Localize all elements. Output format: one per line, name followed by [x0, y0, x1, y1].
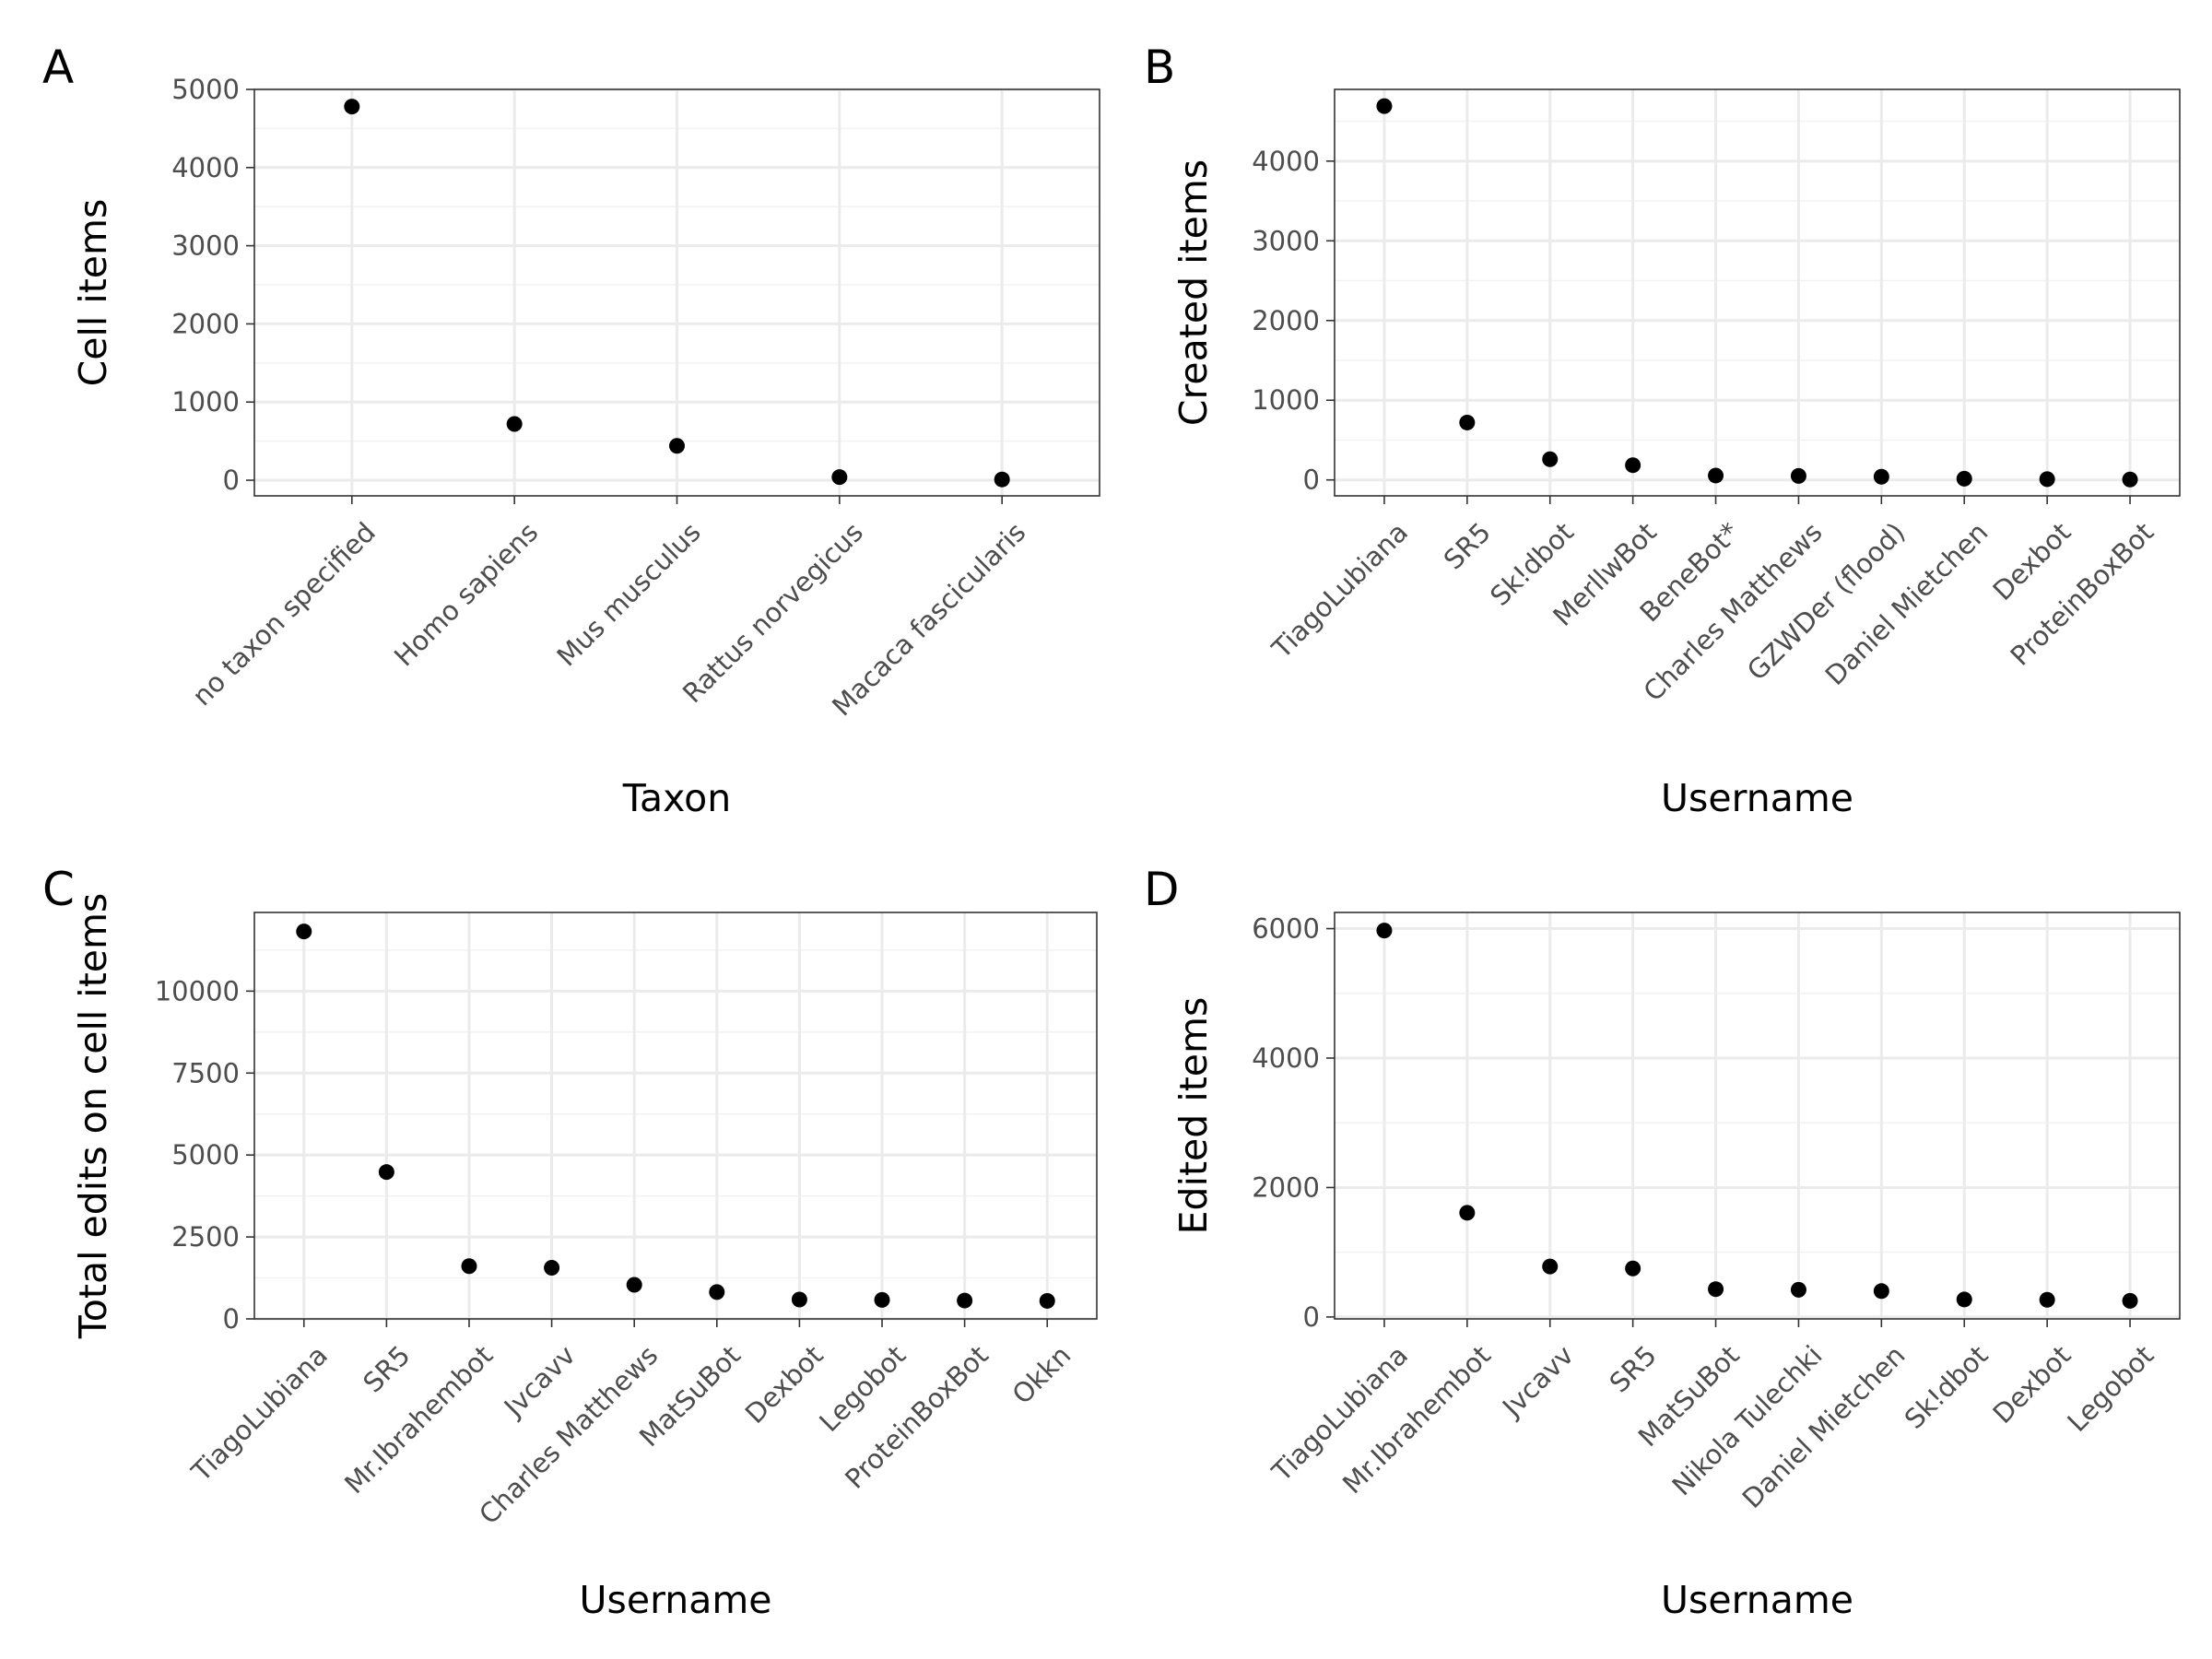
panel-c-x-tick-label: ProteinBoxBot — [839, 1339, 994, 1495]
panel-b-y-tick-label: 2000 — [1252, 305, 1320, 336]
panel-d-x-axis-title: Username — [1661, 1578, 1853, 1622]
panel-d-y-tick-label: 0 — [1303, 1301, 1320, 1333]
panel-d-x-tick-label: Nikola Tulechki — [1666, 1339, 1829, 1501]
panel-c-point — [1039, 1292, 1055, 1309]
panel-d-frame — [1334, 912, 2181, 1320]
panel-d-y-tick-label: 6000 — [1252, 913, 1320, 945]
panel-a-x-tick-label: Homo sapiens — [388, 516, 544, 672]
panel-b-point — [1790, 467, 1806, 484]
panel-c-point — [461, 1258, 477, 1275]
panel-d-point — [1873, 1283, 1889, 1300]
panel-d-point — [1376, 923, 1393, 939]
panel-d-y-axis-title: Edited items — [1171, 997, 1216, 1235]
panel-d-point — [1956, 1291, 1972, 1308]
panel-c-y-tick-label: 2500 — [171, 1221, 240, 1253]
panel-a-y-tick-label: 5000 — [171, 74, 240, 105]
panel-d-y-tick-label: 4000 — [1252, 1042, 1320, 1074]
panel-b-tag: B — [1144, 41, 1175, 94]
panel-a-point — [831, 469, 848, 486]
panel-a-tag: A — [42, 41, 74, 94]
panel-a-x-tick-label: no taxon specified — [186, 516, 382, 712]
panel-b-point — [1376, 98, 1393, 114]
panel-b-point — [1956, 470, 1972, 487]
panel-d-point — [1708, 1281, 1724, 1298]
panel-d-tag: D — [1144, 863, 1180, 916]
panel-a-y-tick-label: 0 — [223, 465, 240, 496]
panel-a-y-tick-label: 4000 — [171, 152, 240, 183]
panel-c-y-tick-label: 7500 — [171, 1057, 240, 1088]
panel-d-point — [1542, 1258, 1559, 1275]
panel-c-y-axis-title: Total edits on cell items — [71, 893, 115, 1340]
panel-b-point — [1625, 457, 1641, 474]
panel-d-x-tick-label: Legobot — [2061, 1339, 2159, 1438]
panel-b-point — [1542, 451, 1559, 467]
panel-d-point — [1790, 1281, 1806, 1298]
panel-a-point — [344, 99, 360, 115]
panel-c-tag: C — [42, 863, 75, 916]
panel-d-x-tick-label: Jvcavv — [1495, 1339, 1580, 1424]
panel-b-point — [1873, 468, 1889, 485]
panel-b-x-tick-label: SR5 — [1438, 516, 1497, 575]
panel-a-y-tick-label: 3000 — [171, 230, 240, 262]
panel-c-point — [874, 1291, 890, 1308]
panel-d-point — [1459, 1205, 1476, 1221]
panel-d-point — [2039, 1291, 2055, 1308]
panel-a: 0 1000 2000 3000 4000 5000 no taxon specified H… — [42, 41, 1100, 820]
panel-c-point — [791, 1291, 807, 1308]
panel-b-x-tick-label: TiagoLubiana — [1265, 516, 1414, 665]
panel-b-point — [2039, 471, 2055, 488]
panel-a-x-tick-label: Rattus norvegicus — [677, 516, 869, 709]
panel-d-x-tick-label: Sk!dbot — [1899, 1339, 1994, 1435]
panel-b-y-tick-label: 4000 — [1252, 146, 1320, 177]
panel-d-y-tick-label: 2000 — [1252, 1171, 1320, 1203]
panel-c-point — [957, 1292, 973, 1309]
panel-a-x-tick-label: Mus musculus — [550, 516, 706, 672]
panel-c-x-tick-label: Mr.Ibrahembot — [338, 1339, 499, 1500]
panel-b-y-tick-label: 3000 — [1252, 225, 1320, 256]
panel-c-point — [626, 1277, 642, 1293]
panel-c-y-tick-label: 0 — [223, 1303, 240, 1335]
panel-c: 0 2500 5000 7500 10000 TiagoLubiana SR5Mr.Ibra… — [42, 863, 1098, 1622]
panel-b-point — [1708, 467, 1724, 484]
panel-c-point — [709, 1284, 725, 1300]
panel-c-frame — [253, 912, 1098, 1320]
panel-a-point — [994, 471, 1010, 488]
panel-c-x-tick-label: SR5 — [357, 1339, 416, 1398]
panel-b-point — [2122, 471, 2138, 488]
panel-c-x-tick-label: TiagoLubiana — [185, 1339, 334, 1488]
panel-a-x-axis-title: Taxon — [622, 776, 731, 820]
panel-b-frame — [1334, 88, 2181, 497]
panel-c-x-axis-title: Username — [579, 1578, 771, 1622]
panel-c-x-tick-label: Okkn — [1006, 1339, 1077, 1410]
panel-b-y-axis-title: Created items — [1171, 159, 1216, 426]
panel-d-point — [2122, 1292, 2138, 1309]
panel-b-x-tick-label: ProteinBoxBot — [2005, 516, 2160, 672]
panel-a-y-tick-label: 1000 — [171, 386, 240, 418]
panel-a-y-tick-label: 2000 — [171, 308, 240, 339]
panel-a-point — [669, 438, 685, 454]
panel-b-x-axis-title: Username — [1661, 776, 1853, 820]
panel-c-point — [378, 1164, 394, 1181]
panel-d-x-tick-label: Mr.Ibrahembot — [1336, 1339, 1497, 1500]
panel-b-y-tick-label: 0 — [1303, 465, 1320, 496]
panel-c-y-tick-label: 10000 — [155, 975, 240, 1006]
panel-d-x-tick-label: SR5 — [1604, 1339, 1663, 1398]
panel-a-point — [506, 416, 523, 432]
panel-d-point — [1625, 1260, 1641, 1277]
panel-a-y-axis-title: Cell items — [71, 199, 115, 387]
panel-c-point — [296, 924, 312, 940]
panel-c-point — [544, 1260, 560, 1277]
panel-b-point — [1459, 414, 1476, 430]
panel-b-y-tick-label: 1000 — [1252, 384, 1320, 416]
panel-c-y-tick-label: 5000 — [171, 1139, 240, 1171]
